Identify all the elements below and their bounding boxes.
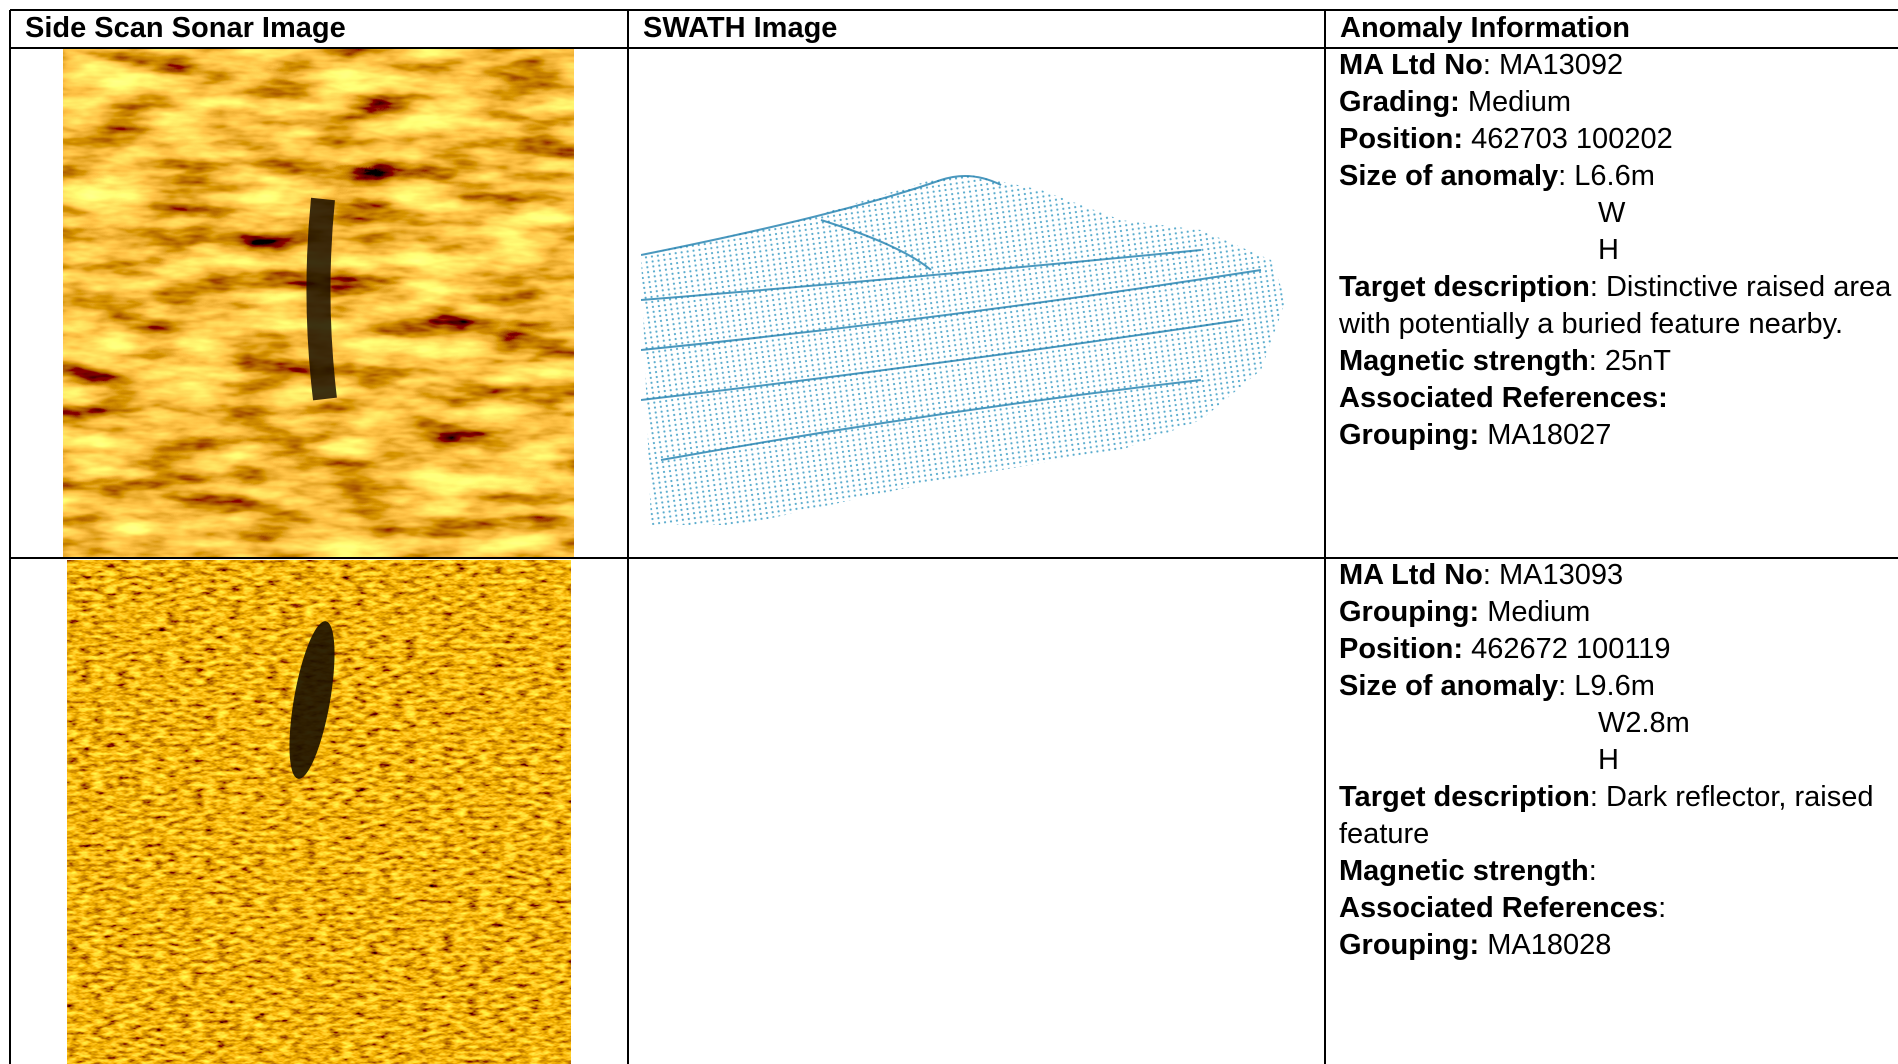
info-line: Target description: Dark reflector, rais… (1339, 779, 1895, 853)
field-value: 462672 100119 (1463, 633, 1671, 665)
field-label: Associated References: (1339, 382, 1668, 414)
table-border (10, 9, 1898, 11)
info-line: MA Ltd No: MA13092 (1339, 47, 1895, 84)
field-label: Associated References (1339, 892, 1659, 924)
field-label: MA Ltd No (1339, 559, 1483, 591)
field-value: MA18027 (1479, 419, 1612, 451)
field-value: H (1598, 744, 1619, 776)
sonar-shadow (289, 621, 335, 779)
side-scan-image (67, 560, 571, 1064)
field-label: Grouping: (1339, 419, 1480, 451)
field-value: 462703 100202 (1463, 123, 1673, 155)
point-cloud (641, 175, 1286, 525)
info-line: Position: 462703 100202 (1339, 121, 1895, 158)
field-label: Position: (1339, 633, 1464, 665)
table-border (1324, 10, 1326, 1064)
field-value: : L9.6m (1558, 670, 1655, 702)
column-header: Anomaly Information (1340, 12, 1631, 44)
info-line: Grading: Medium (1339, 84, 1895, 121)
info-line: Size of anomaly: L6.6m (1339, 158, 1895, 195)
info-line: Grouping: MA18028 (1339, 927, 1895, 964)
field-value: Medium (1479, 596, 1591, 628)
info-line: Associated References: (1339, 380, 1895, 417)
info-line: Target description: Distinctive raised a… (1339, 269, 1895, 343)
table-border (627, 10, 629, 1064)
field-value: W (1598, 197, 1626, 229)
field-value: Medium (1459, 86, 1572, 118)
info-line: Size of anomaly: L9.6m (1339, 668, 1895, 705)
table-border (10, 47, 1898, 49)
field-value: H (1598, 234, 1619, 266)
column-header: Side Scan Sonar Image (25, 12, 346, 44)
info-line: Grouping: MA18027 (1339, 417, 1895, 454)
field-value: : MA13092 (1482, 49, 1624, 81)
table-border (9, 10, 11, 1064)
info-line: Magnetic strength: 25nT (1339, 343, 1895, 380)
field-value: W2.8m (1598, 707, 1690, 739)
field-label: Target description (1339, 781, 1590, 813)
field-label: Grouping: (1339, 929, 1480, 961)
field-label: Grading: (1339, 86, 1460, 118)
field-label: MA Ltd No (1339, 49, 1483, 81)
field-value: : Dark reflector, raised feature (1339, 781, 1882, 850)
field-label: Grouping: (1339, 596, 1480, 628)
field-value: : Distinctive raised area with potential… (1339, 271, 1892, 340)
field-label: Target description (1339, 271, 1590, 303)
field-value: MA18028 (1479, 929, 1612, 961)
info-line: Associated References: (1339, 890, 1895, 927)
field-value: : L6.6m (1558, 160, 1655, 192)
field-label: Position: (1339, 123, 1464, 155)
field-label: Size of anomaly (1339, 160, 1559, 192)
info-line: Position: 462672 100119 (1339, 631, 1895, 668)
info-line: Grouping: Medium (1339, 594, 1895, 631)
field-label: Magnetic strength (1339, 855, 1589, 887)
column-header: SWATH Image (643, 12, 838, 44)
point-cloud-lines (641, 175, 1262, 461)
table-border (10, 557, 1898, 559)
swath-image (641, 175, 1286, 525)
side-scan-image (63, 49, 574, 557)
field-value: : MA13093 (1482, 559, 1624, 591)
info-line: MA Ltd No: MA13093 (1339, 557, 1895, 594)
anomaly-info: MA Ltd No: MA13092 Grading: Medium Positio… (1339, 47, 1895, 454)
sonar-shadow (306, 197, 337, 401)
info-line: Magnetic strength: (1339, 853, 1895, 890)
field-value: : 25nT (1588, 345, 1671, 377)
field-value: : (1658, 892, 1667, 924)
anomaly-info: MA Ltd No: MA13093 Grouping: Medium Positi… (1339, 557, 1895, 964)
field-label: Size of anomaly (1339, 670, 1559, 702)
field-value: : (1588, 855, 1597, 887)
field-label: Magnetic strength (1339, 345, 1589, 377)
